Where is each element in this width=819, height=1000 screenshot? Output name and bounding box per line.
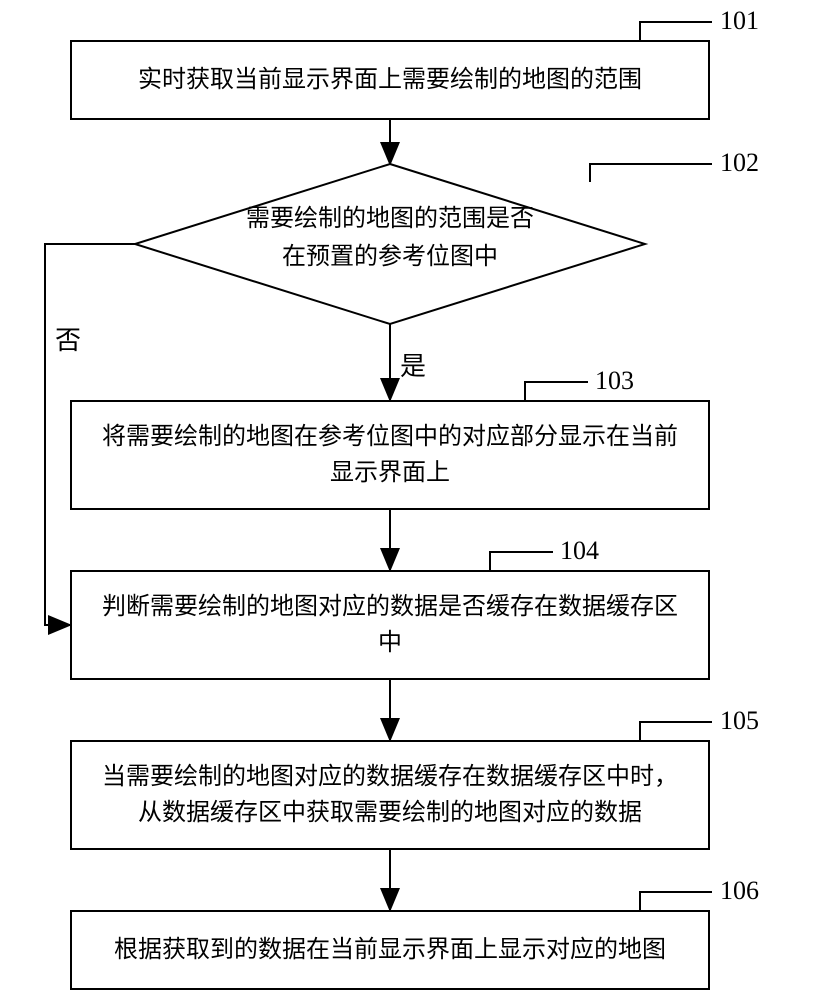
- process-node-105: 当需要绘制的地图对应的数据缓存在数据缓存区中时， 从数据缓存区中获取需要绘制的地…: [70, 740, 710, 850]
- process-text-106: 根据获取到的数据在当前显示界面上显示对应的地图: [114, 932, 666, 968]
- callout-num-101: 101: [720, 6, 759, 36]
- callout-tick-102: [590, 164, 712, 182]
- process-text-103-line1: 将需要绘制的地图在参考位图中的对应部分显示在当前: [102, 424, 678, 450]
- callout-tick-105: [640, 722, 712, 740]
- label-yes: 是: [400, 346, 426, 383]
- callout-tick-106: [640, 892, 712, 910]
- callout-num-104: 104: [560, 536, 599, 566]
- process-text-105: 当需要绘制的地图对应的数据缓存在数据缓存区中时， 从数据缓存区中获取需要绘制的地…: [102, 759, 678, 831]
- process-text-104-line1: 判断需要绘制的地图对应的数据是否缓存在数据缓存区: [102, 594, 678, 620]
- process-node-101: 实时获取当前显示界面上需要绘制的地图的范围: [70, 40, 710, 120]
- process-text-104-line2: 中: [378, 630, 402, 656]
- callout-num-106: 106: [720, 876, 759, 906]
- decision-text-102-line1: 需要绘制的地图的范围是否: [246, 206, 534, 232]
- process-text-104: 判断需要绘制的地图对应的数据是否缓存在数据缓存区 中: [102, 589, 678, 661]
- callout-tick-104: [490, 552, 553, 570]
- flowchart-container: 实时获取当前显示界面上需要绘制的地图的范围 101 需要绘制的地图的范围是否 在…: [0, 0, 819, 1000]
- process-node-106: 根据获取到的数据在当前显示界面上显示对应的地图: [70, 910, 710, 990]
- callout-num-102: 102: [720, 148, 759, 178]
- process-node-104: 判断需要绘制的地图对应的数据是否缓存在数据缓存区 中: [70, 570, 710, 680]
- decision-text-102-line2: 在预置的参考位图中: [282, 244, 498, 270]
- process-text-105-line1: 当需要绘制的地图对应的数据缓存在数据缓存区中时，: [102, 764, 678, 790]
- callout-num-103: 103: [595, 366, 634, 396]
- label-no: 否: [55, 320, 81, 357]
- callout-num-105: 105: [720, 706, 759, 736]
- process-node-103: 将需要绘制的地图在参考位图中的对应部分显示在当前 显示界面上: [70, 400, 710, 510]
- callout-tick-103: [525, 382, 588, 400]
- decision-node-102: 需要绘制的地图的范围是否 在预置的参考位图中: [135, 200, 645, 277]
- decision-text-102: 需要绘制的地图的范围是否 在预置的参考位图中: [135, 200, 645, 277]
- process-text-103: 将需要绘制的地图在参考位图中的对应部分显示在当前 显示界面上: [102, 419, 678, 491]
- process-text-101: 实时获取当前显示界面上需要绘制的地图的范围: [138, 62, 642, 98]
- process-text-105-line2: 从数据缓存区中获取需要绘制的地图对应的数据: [138, 800, 642, 826]
- process-text-103-line2: 显示界面上: [330, 460, 450, 486]
- callout-tick-101: [640, 22, 712, 40]
